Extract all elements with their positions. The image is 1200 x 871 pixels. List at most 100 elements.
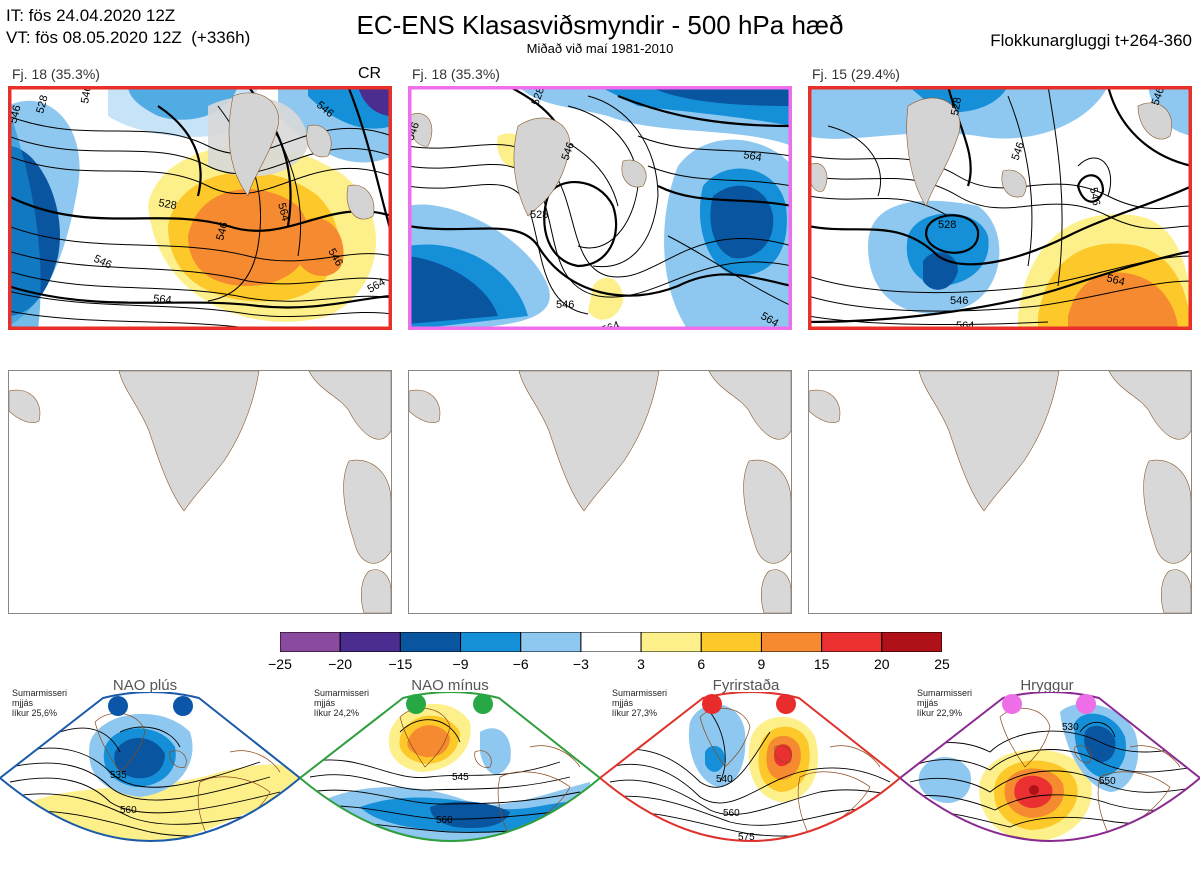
- contour-label: 546: [1087, 186, 1102, 206]
- contour-label: 528: [34, 94, 50, 115]
- contour-label: 546: [560, 141, 578, 162]
- contour-label: 546: [1150, 86, 1168, 107]
- regime-map-nao-plus: 535 560: [0, 692, 302, 870]
- cluster-label-1: Fj. 18 (35.3%): [12, 66, 100, 82]
- contour-label: 528: [157, 197, 177, 212]
- colorbar-tick-label: −15: [388, 656, 413, 672]
- contour-label: 546: [8, 104, 24, 125]
- page-subtitle: Miðað við maí 1981-2010: [526, 41, 674, 56]
- contour-label: 528: [949, 96, 964, 116]
- regime-name-3: Fyrirstaða: [712, 677, 780, 694]
- regime-info-1: Sumarmisseri mjjás líkur 25,6%: [12, 688, 68, 718]
- contour-label: 545: [452, 772, 469, 783]
- regime-dot: [1002, 694, 1022, 714]
- regime-dot: [173, 696, 193, 716]
- contour-label: 575: [738, 832, 755, 843]
- contour-label: 564: [742, 149, 762, 164]
- colorbar-tick-label: 9: [757, 656, 766, 672]
- contour-label: 564: [1105, 272, 1126, 288]
- contour-label: 546: [556, 299, 574, 311]
- colorbar-tick-label: −6: [512, 656, 529, 672]
- contour-label: 564: [600, 319, 621, 330]
- colorbar: [279, 631, 943, 653]
- colorbar-segment: [881, 631, 943, 653]
- colorbar-tick-label: 15: [813, 656, 830, 672]
- cluster-frame-1: [8, 86, 392, 330]
- contour-label: 530: [1062, 722, 1079, 733]
- regime-frame: [0, 692, 302, 842]
- colorbar-segment: [821, 631, 883, 653]
- contour-label: 528: [530, 209, 548, 221]
- contour-label: 564: [956, 320, 974, 330]
- regime-map-nao-minus: 545 560 575: [300, 692, 602, 870]
- colorbar-segment: [760, 631, 823, 653]
- contour-label: 564: [275, 202, 291, 223]
- colorbar-segment: [339, 631, 401, 653]
- contour-label: 546: [1010, 141, 1028, 162]
- run-info: IT: fös 24.04.2020 12Z VT: fös 08.05.2020…: [6, 5, 250, 49]
- colorbar-segment: [279, 631, 341, 653]
- regime-dot: [776, 694, 796, 714]
- colorbar-segment: [640, 631, 702, 653]
- colorbar-segment: [399, 631, 462, 653]
- valid-time: VT: fös 08.05.2020 12Z (+336h): [6, 28, 251, 47]
- colorbar-tick-label: −3: [572, 656, 589, 672]
- init-time: IT: fös 24.04.2020 12Z: [6, 6, 176, 25]
- colorbar-segment: [580, 631, 642, 653]
- cluster-tag-1: CR: [358, 65, 382, 82]
- colorbar-tick-label: −20: [328, 656, 353, 672]
- colorbar-tick-label: −9: [452, 656, 469, 672]
- regime-name-1: NAO plús: [112, 677, 178, 694]
- regime-info-2: Sumarmisseri mjjás líkur 24,2%: [314, 688, 370, 718]
- regime-dot: [406, 694, 426, 714]
- regime-map-fyrirstada: 540 560 575: [600, 692, 902, 870]
- regime-dot: [108, 696, 128, 716]
- empty-map-3: [808, 370, 1192, 614]
- regime-dot: [473, 694, 493, 714]
- regime-dot: [702, 694, 722, 714]
- contour-label: 550: [1099, 776, 1116, 787]
- contour-label: 560: [723, 808, 740, 819]
- regime-map-hryggur: 530 550 575: [900, 692, 1200, 870]
- colorbar-tick-label: 6: [697, 656, 706, 672]
- cluster-map-1: 546 528 546 546 528 546 564 564 546 564 …: [8, 86, 392, 330]
- contour-label: 546: [79, 86, 94, 105]
- regime-info-3: Sumarmisseri mjjás líkur 27,3%: [612, 688, 668, 718]
- cluster-map-3: 528 546 528 546 564 564 546 546: [808, 86, 1192, 330]
- colorbar-tick-label: 20: [874, 656, 890, 672]
- colorbar-segments: [279, 631, 943, 653]
- cluster-label-3: Fj. 15 (29.4%): [812, 66, 900, 82]
- contour-label: 575: [1094, 838, 1111, 849]
- regime-dot: [1076, 694, 1096, 714]
- classification-window: Flokkunargluggi t+264-360: [990, 31, 1192, 50]
- regime-name-4: Hryggur: [1020, 677, 1074, 694]
- colorbar-tick-label: 3: [637, 656, 645, 672]
- empty-map-2: [408, 370, 792, 614]
- contour-label: 528: [938, 219, 956, 231]
- colorbar-segment: [460, 631, 522, 653]
- regime-name-2: NAO mínus: [411, 677, 489, 694]
- regime-frame: [600, 692, 902, 842]
- contour-label: 575: [446, 848, 463, 859]
- colorbar-tick-label: 25: [934, 656, 950, 672]
- contour-label: 564: [153, 293, 172, 307]
- regime-frame: [300, 692, 602, 842]
- cluster-frame-2: [408, 86, 792, 330]
- contour-label: 535: [110, 770, 127, 781]
- contour-label: 546: [214, 221, 230, 242]
- page-title: EC-ENS Klasasviðsmyndir - 500 hPa hæð: [356, 10, 844, 40]
- cluster-map-2: 528 546 546 528 546 564 564 564: [408, 86, 792, 330]
- contour-label: 528: [530, 86, 548, 107]
- contour-label: 540: [716, 774, 733, 785]
- colorbar-segment: [520, 631, 582, 653]
- contour-label: 546: [950, 295, 968, 307]
- cluster-label-2: Fj. 18 (35.3%): [412, 66, 500, 82]
- colorbar-segment: [700, 631, 762, 653]
- cluster-frame-3: [808, 86, 1192, 330]
- contour-label: 560: [120, 805, 137, 816]
- contour-label: 560: [436, 815, 453, 826]
- regime-info-4: Sumarmisseri mjjás líkur 22,9%: [917, 688, 973, 718]
- colorbar-tick-label: −25: [268, 656, 292, 672]
- empty-map-1: [8, 370, 392, 614]
- regime-frame: [900, 692, 1200, 842]
